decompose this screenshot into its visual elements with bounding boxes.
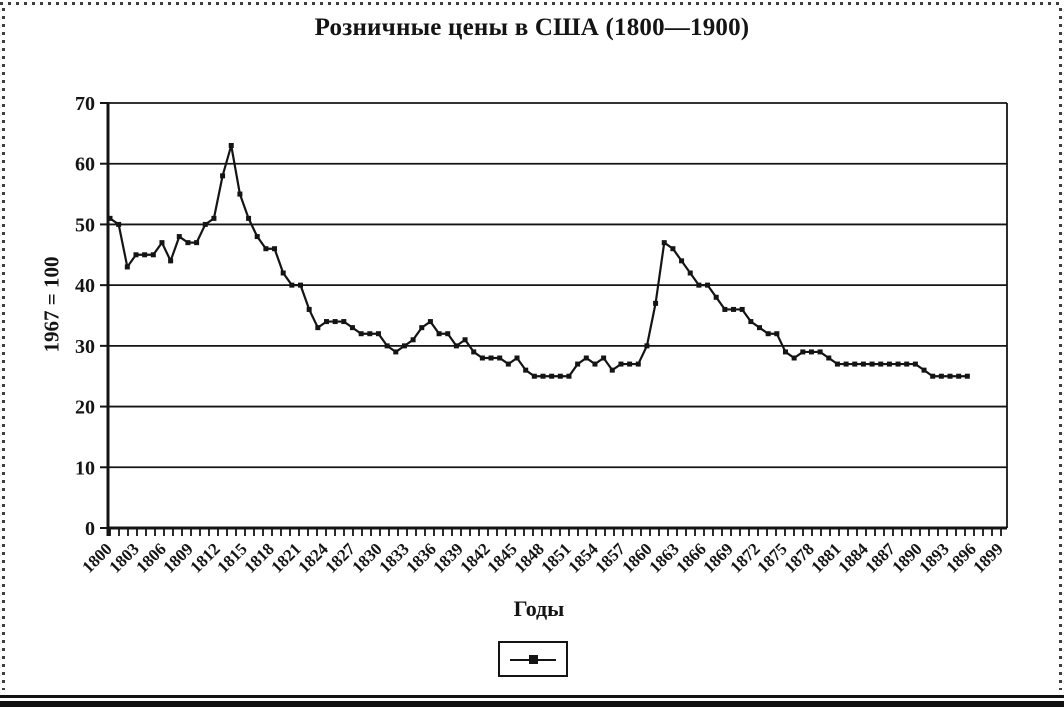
svg-text:40: 40 (75, 275, 95, 297)
chart-canvas: 0 10 20 30 40 50 60 70 1800180318061809181218151… (75, 93, 1008, 577)
x-axis-ticks-labels: 1800180318061809181218151818182118241827… (78, 528, 1007, 577)
page-border-left (2, 8, 5, 690)
svg-text:1899: 1899 (969, 539, 1006, 576)
svg-text:10: 10 (75, 457, 95, 479)
legend (498, 641, 568, 677)
svg-text:20: 20 (75, 397, 95, 419)
svg-text:60: 60 (75, 154, 95, 176)
page-bottom-rule (0, 695, 1064, 707)
x-axis-title: Годы (513, 596, 565, 621)
svg-text:70: 70 (75, 93, 95, 115)
page-border-right (1059, 8, 1062, 690)
legend-series-sample (510, 654, 556, 664)
data-markers (107, 143, 970, 379)
page-border-top (0, 2, 1064, 5)
y-gridlines (108, 102, 1007, 469)
svg-text:0: 0 (85, 518, 95, 540)
svg-text:50: 50 (75, 214, 95, 236)
y-axis-ticks-labels: 0 10 20 30 40 50 60 70 (75, 93, 108, 540)
price-line (109, 145, 968, 378)
svg-text:30: 30 (75, 336, 95, 358)
legend-square-marker-icon (529, 654, 538, 664)
y-axis-title: 1967 = 100 (39, 256, 64, 353)
chart-title: Розничные цены в США (1800—1900) (314, 14, 750, 41)
